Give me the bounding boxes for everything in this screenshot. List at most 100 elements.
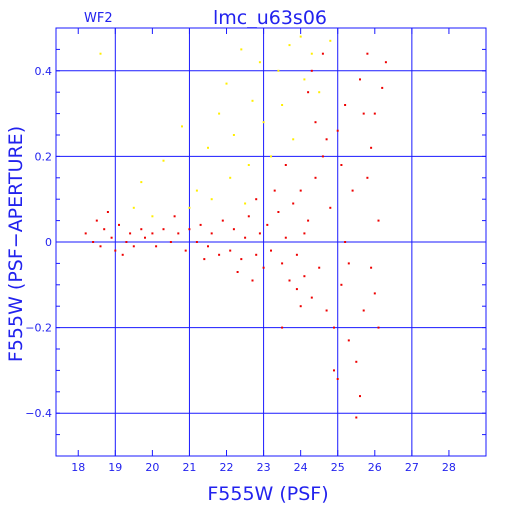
data-point [255,253,258,256]
data-point [340,164,343,166]
y-tick-label: 0.4 [35,65,53,78]
data-point [292,202,295,205]
x-tick-label: 22 [220,461,234,474]
data-point [299,189,302,192]
data-point [188,206,191,209]
data-point [325,309,328,312]
x-tick-label: 19 [108,461,122,474]
y-axis-label: F555W (PSF−APERTURE) [5,126,27,362]
data-point [229,176,232,179]
data-point [351,189,354,192]
data-point [258,61,261,64]
data-point [270,155,272,158]
x-tick-label: 28 [442,461,456,474]
x-tick-label: 26 [368,461,382,474]
data-point [225,82,228,85]
data-point [362,112,365,115]
data-point [240,48,243,51]
data-point [288,279,291,282]
data-point [321,155,324,158]
data-point [144,236,146,239]
tick-labels: 18 19 20 21 22 23 24 25 26 27 28 0.4 0.2 0 −0.2 −0.4 [25,65,456,474]
data-point [333,326,335,329]
data-point [303,232,306,235]
data-point [244,202,247,205]
x-tick-label: 21 [182,461,196,474]
data-point [195,189,198,192]
data-point [110,236,113,239]
data-point [210,198,213,201]
data-point [95,219,98,222]
data-point [229,249,232,252]
y-tick-label: −0.4 [25,407,52,420]
data-point [184,249,187,252]
data-point [140,228,143,231]
data-point [247,164,250,166]
data-point [359,395,361,398]
data-point [299,305,302,308]
data-point [218,253,221,256]
data-point [251,99,254,102]
x-axis-label: F555W (PSF) [207,483,328,505]
data-point [114,249,117,252]
data-point [284,236,287,239]
data-point [329,39,332,42]
data-point [359,78,361,81]
chart-title: lmc_u63s06 [213,7,327,29]
data-point [355,416,358,419]
x-tick-label: 27 [405,461,419,474]
data-point [314,121,317,124]
data-point [355,360,358,363]
data-point [336,378,339,380]
data-point [347,262,350,265]
data-point [169,241,172,243]
data-point [199,223,202,226]
data-point [221,219,224,222]
data-point [314,176,317,179]
data-point [370,146,373,149]
data-point [232,134,235,136]
data-point [344,241,347,243]
data-point [173,215,176,218]
data-point [262,266,265,269]
data-point [292,138,295,141]
data-point [262,121,265,124]
data-point [270,249,272,252]
data-point [118,223,120,226]
data-point [277,69,280,72]
data-point [321,52,324,55]
data-point [295,288,298,291]
data-point [132,245,135,248]
data-point [347,339,350,342]
data-point [188,228,191,231]
data-point [92,241,95,243]
data-point [232,228,235,231]
x-tick-label: 24 [294,461,308,474]
data-point [155,245,158,248]
data-point [288,44,291,47]
data-point [381,86,384,89]
data-point [240,258,243,261]
data-point [310,69,313,72]
data-point [207,245,209,248]
data-point [236,271,239,273]
data-point [281,262,284,265]
x-tick-label: 20 [145,461,159,474]
data-point [129,232,132,235]
data-point [258,232,261,235]
data-point [162,159,165,162]
data-point [310,52,313,55]
y-tick-label: −0.2 [25,322,52,335]
x-tick-label: 18 [71,461,85,474]
data-point [366,52,369,55]
data-point [307,219,310,222]
data-point [333,369,335,372]
data-point [266,223,269,226]
data-point [140,181,143,184]
data-point [162,228,165,231]
data-point [84,232,87,235]
points-layer [84,35,387,419]
data-point [377,326,380,329]
data-point [362,309,365,312]
data-point [207,146,209,149]
